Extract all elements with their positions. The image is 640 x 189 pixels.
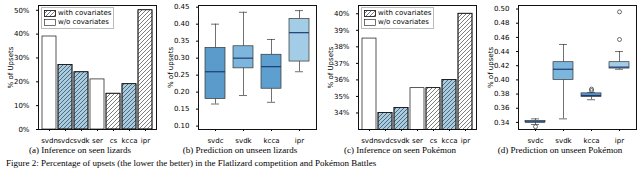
svg-text:0.44: 0.44 [494, 48, 510, 56]
svg-text:ipr: ipr [141, 137, 150, 145]
svg-text:ser: ser [412, 137, 423, 145]
svg-text:0.40: 0.40 [494, 76, 510, 84]
svg-text:0.45: 0.45 [174, 3, 190, 11]
svg-text:cs: cs [110, 137, 118, 145]
html-text:(b) Prediction on unseen lizar: (b) Prediction on unseen lizards [182, 145, 298, 155]
svg-text:% of upsets: % of upsets [487, 47, 495, 88]
svg-text:ipr: ipr [295, 137, 304, 145]
svg-text:0.15: 0.15 [174, 105, 190, 113]
svg-text:svdk: svdk [555, 137, 572, 145]
svg-text:0.36: 0.36 [494, 104, 510, 112]
html-text:w/o covariates: w/o covariates [378, 18, 429, 26]
html-text:(d) Prediction on unseen Pokém: (d) Prediction on unseen Pokémon [497, 145, 623, 155]
svg-text:37%: 37% [334, 60, 350, 68]
svg-text:svdc: svdc [377, 137, 393, 145]
svg-text:0.35: 0.35 [174, 37, 190, 45]
html-text:(c) Inference on seen Pokémon: (c) Inference on seen Pokémon [344, 145, 456, 155]
svg-text:svdk: svdk [393, 137, 410, 145]
svg-text:svdk: svdk [235, 137, 252, 145]
svg-text:svdc: svdc [527, 137, 543, 145]
svg-text:0%: 0% [18, 126, 29, 134]
html-text:w/o covariates: w/o covariates [58, 18, 109, 26]
svg-text:svdk: svdk [73, 137, 90, 145]
svg-text:% of upsets: % of upsets [167, 47, 175, 88]
html-text:with covariates: with covariates [378, 9, 432, 17]
svg-text:39%: 39% [334, 27, 350, 35]
svg-text:40%: 40% [14, 30, 30, 38]
svg-text:0.25: 0.25 [174, 71, 190, 79]
svg-text:cs: cs [430, 137, 438, 145]
svg-text:0.30: 0.30 [174, 54, 190, 62]
html-text:(a) Inference on seen lizards: (a) Inference on seen lizards [29, 145, 131, 155]
svg-text:kcca: kcca [121, 137, 137, 145]
svg-text:0.38: 0.38 [494, 90, 510, 98]
svg-text:kcca: kcca [441, 137, 457, 145]
svg-text:kcca: kcca [263, 137, 279, 145]
svg-text:20%: 20% [14, 78, 30, 86]
svg-text:svdc: svdc [57, 137, 73, 145]
svg-text:0.34: 0.34 [494, 119, 510, 127]
svg-text:0.42: 0.42 [494, 62, 510, 70]
svg-text:0.50: 0.50 [494, 5, 510, 13]
svg-text:kcca: kcca [583, 137, 599, 145]
svg-text:% of Upsets: % of Upsets [7, 46, 15, 88]
svg-text:% of Upsets: % of Upsets [327, 46, 335, 88]
svg-text:50%: 50% [14, 7, 30, 15]
svg-text:svdc: svdc [207, 137, 223, 145]
svg-text:0.46: 0.46 [494, 34, 510, 42]
svg-text:34%: 34% [334, 109, 350, 117]
svg-text:ser: ser [92, 137, 103, 145]
svg-text:38%: 38% [334, 43, 350, 51]
svg-text:ipr: ipr [461, 137, 470, 145]
svg-text:0.20: 0.20 [174, 88, 190, 96]
html-text:Figure 2: Percentage of upsets: Figure 2: Percentage of upsets (the lowe… [6, 158, 377, 168]
svg-text:10%: 10% [14, 102, 30, 110]
svg-text:svdn: svdn [361, 137, 378, 145]
svg-text:35%: 35% [334, 93, 350, 101]
svg-text:ipr: ipr [615, 137, 624, 145]
svg-text:0.40: 0.40 [174, 20, 190, 28]
html-text:with covariates: with covariates [58, 9, 112, 17]
svg-text:0.10: 0.10 [174, 122, 190, 130]
svg-text:40%: 40% [334, 10, 350, 18]
svg-text:30%: 30% [14, 54, 30, 62]
svg-text:svdn: svdn [41, 137, 58, 145]
svg-text:0.48: 0.48 [494, 19, 510, 27]
svg-text:36%: 36% [334, 76, 350, 84]
